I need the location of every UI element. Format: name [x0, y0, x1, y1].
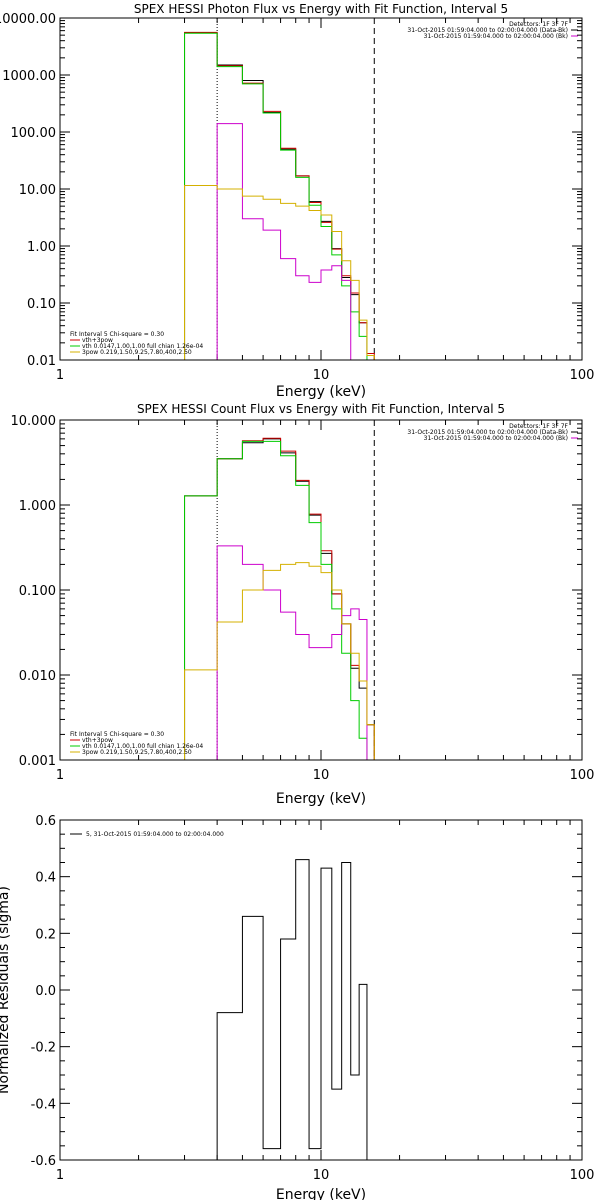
y-tick-label: 1.000	[19, 499, 56, 514]
plot-frame	[59, 819, 583, 1161]
legend-entry: 31-Oct-2015 01:59:04.000 to 02:00:04.000…	[407, 27, 568, 34]
legend-entry: 31-Oct-2015 01:59:04.000 to 02:00:04.000…	[407, 429, 568, 436]
legend-entry: vth+3pow	[82, 737, 113, 744]
legend-bottom-left: Fit Interval 5 Chi-square = 0.30vth+3pow…	[70, 731, 203, 756]
legend-entry: Fit Interval 5 Chi-square = 0.30	[70, 331, 164, 338]
legend-entry: vth 0.0147,1.00,1.00 full chian 1.26e-04	[82, 743, 203, 750]
y-axis: 10.000 1.000 0.100 0.010 0.001	[11, 414, 582, 769]
legend-entry: 3pow 0.219,1.50,9.25,7.80,400,2.50	[82, 749, 192, 756]
y-tick-label: 0.10	[27, 297, 56, 312]
legend-entry: vth+3pow	[82, 337, 113, 344]
x-axis-label: Energy (keV)	[276, 384, 366, 400]
series-line-5	[184, 562, 389, 760]
legend-entry: Detectors: 1F 3F 7F	[509, 21, 568, 28]
legend-entry: 5, 31-Oct-2015 01:59:04.000 to 02:00:04.…	[86, 831, 224, 838]
legend-bottom-left: Fit Interval 5 Chi-square = 0.30vth+3pow…	[70, 331, 203, 356]
x-tick-label: 100	[570, 1168, 595, 1183]
panel-1: SPEX HESSI Photon Flux vs Energy with Fi…	[0, 2, 594, 400]
series-line-3	[184, 440, 368, 760]
chart-title: SPEX HESSI Count Flux vs Energy with Fit…	[137, 402, 505, 416]
panel-2: SPEX HESSI Count Flux vs Energy with Fit…	[11, 402, 595, 807]
x-tick-label: 10	[313, 368, 330, 383]
x-tick-label: 1	[56, 368, 64, 383]
y-tick-label: -0.6	[31, 1154, 56, 1169]
series-line-4	[216, 545, 368, 760]
x-axis-label: Energy (keV)	[276, 791, 366, 807]
y-tick-label: 1.00	[27, 240, 56, 255]
x-axis: 1 10 100 Energy (keV)	[56, 420, 595, 807]
y-tick-label: 0.0	[35, 984, 56, 999]
series-group	[216, 859, 375, 1160]
x-axis: 1 10 100 Energy (keV)	[56, 820, 595, 1200]
x-axis-label: Energy (keV)	[276, 1187, 366, 1200]
series-line-1	[216, 859, 375, 1160]
y-tick-label: 10000.00	[0, 12, 56, 27]
plot-frame	[59, 419, 583, 761]
y-tick-label: 0.010	[19, 669, 56, 684]
y-tick-label: 1000.00	[2, 69, 56, 84]
y-tick-label: 100.00	[11, 126, 57, 141]
x-tick-label: 10	[313, 1168, 330, 1183]
y-axis: 10000.00 1000.00 100.00 10.00 1.00 0.10 0.01	[0, 12, 582, 369]
series-line-4	[216, 123, 352, 360]
legend-entry: Fit Interval 5 Chi-square = 0.30	[70, 731, 164, 738]
legend-entry: 3pow 0.219,1.50,9.25,7.80,400,2.50	[82, 349, 192, 356]
x-tick-label: 10	[313, 768, 330, 783]
x-tick-label: 1	[56, 1168, 64, 1183]
y-axis-label: Normalized Residuals (sigma)	[0, 886, 12, 1094]
y-tick-label: 0.4	[35, 871, 56, 886]
legend-top-left: 5, 31-Oct-2015 01:59:04.000 to 02:00:04.…	[70, 831, 224, 838]
series-line-5	[184, 185, 375, 360]
panel-3: 1 10 100 Energy (keV) 0.6 0.4 0.2 0.0 -0.2 -0.4 -0…	[0, 814, 594, 1200]
y-tick-label: 0.2	[35, 927, 56, 942]
y-tick-label: 10.00	[19, 183, 56, 198]
x-tick-label: 1	[56, 768, 64, 783]
y-axis: 0.6 0.4 0.2 0.0 -0.2 -0.4 -0.6 Normalized Resid…	[0, 814, 582, 1169]
y-tick-label: -0.4	[31, 1097, 56, 1112]
y-tick-label: -0.2	[31, 1041, 56, 1056]
legend-entry: 31-Oct-2015 01:59:04.000 to 02:00:04.000…	[424, 33, 568, 40]
y-tick-label: 0.01	[27, 354, 56, 369]
y-tick-label: 0.100	[19, 584, 56, 599]
legend-entry: 31-Oct-2015 01:59:04.000 to 02:00:04.000…	[424, 435, 568, 442]
y-tick-label: 0.6	[35, 814, 56, 829]
series-group	[184, 31, 375, 360]
series-group	[184, 437, 389, 760]
plot-frame	[59, 17, 583, 361]
chart-title: SPEX HESSI Photon Flux vs Energy with Fi…	[134, 2, 508, 16]
x-tick-label: 100	[570, 768, 595, 783]
x-tick-label: 100	[570, 368, 595, 383]
y-tick-label: 0.001	[19, 754, 56, 769]
legend-entry: vth 0.0147,1.00,1.00 full chian 1.26e-04	[82, 343, 203, 350]
y-tick-label: 10.000	[11, 414, 57, 429]
legend-entry: Detectors: 1F 3F 7F	[509, 423, 568, 430]
